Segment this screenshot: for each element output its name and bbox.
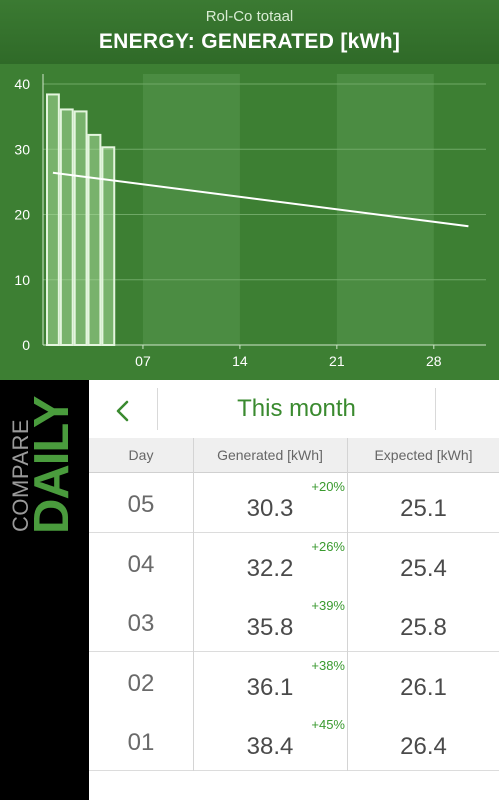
expected-line (52, 171, 469, 228)
row-expected: 25.8 (400, 614, 447, 641)
table-row[interactable]: 03 35.8 +39% 25.8 (89, 592, 499, 652)
row-expected: 26.1 (400, 674, 447, 701)
row-generated: 36.1 (246, 674, 294, 701)
period-nav: This month (89, 380, 499, 439)
row-delta: +45% (311, 717, 345, 732)
compare-daily-label: COMPARE DAILY (0, 380, 89, 800)
daily-label: DAILY (25, 396, 79, 534)
row-day: 04 (127, 551, 155, 578)
table-row[interactable]: 01 38.4 +45% 26.4 (89, 711, 499, 771)
row-day: 02 (127, 670, 155, 697)
row-expected: 25.4 (400, 555, 447, 582)
column-divider (347, 438, 348, 771)
header-generated: Generated [kWh] (217, 447, 323, 463)
daily-table-panel: This month Day Generated [kWh] Expected … (89, 380, 499, 800)
back-button[interactable] (89, 380, 157, 438)
table-row[interactable]: 02 36.1 +38% 26.1 (89, 652, 499, 712)
row-delta: +38% (311, 658, 345, 673)
table-row[interactable]: 04 32.2 +26% 25.4 (89, 533, 499, 593)
row-day: 01 (127, 729, 155, 756)
y-tick-label: 40 (14, 76, 30, 92)
row-expected: 25.1 (400, 495, 447, 522)
x-tick-label: 14 (232, 353, 248, 369)
page-title: ENERGY: GENERATED [kWh] (98, 30, 401, 53)
bar (101, 146, 116, 347)
row-delta: +26% (311, 539, 345, 554)
nav-divider (435, 388, 436, 430)
row-day: 05 (127, 491, 155, 518)
week-band (336, 74, 434, 345)
row-day: 03 (127, 610, 155, 637)
x-tick-label: 21 (329, 353, 345, 369)
row-generated: 38.4 (246, 733, 294, 760)
column-divider (193, 438, 194, 771)
table-row[interactable]: 05 30.3 +20% 25.1 (89, 473, 499, 533)
nav-divider (157, 388, 158, 430)
chevron-left-icon (116, 400, 129, 422)
row-delta: +39% (311, 598, 345, 613)
row-generated: 32.2 (246, 555, 294, 582)
bar (46, 93, 60, 346)
header-expected: Expected [kWh] (374, 447, 473, 463)
row-generated: 30.3 (246, 495, 294, 522)
row-delta: +20% (311, 479, 345, 494)
week-band (142, 74, 240, 345)
row-expected: 26.4 (400, 733, 447, 760)
y-tick-label: 10 (14, 272, 30, 288)
x-tick-label: 07 (135, 353, 151, 369)
bar (59, 108, 74, 347)
energy-chart: 0 10 20 30 40 07 14 21 28 (0, 64, 499, 380)
site-name: Rol-Co totaal (205, 8, 294, 25)
bar (87, 133, 102, 346)
table-header: Day Generated [kWh] Expected [kWh] (89, 438, 499, 473)
chart-svg: 0 10 20 30 40 07 14 21 28 (14, 74, 486, 369)
x-tick-label: 28 (426, 353, 442, 369)
y-tick-label: 20 (14, 207, 30, 223)
header: Rol-Co totaal ENERGY: GENERATED [kWh] (0, 0, 499, 64)
y-tick-label: 30 (14, 141, 30, 157)
bar (73, 110, 88, 346)
row-generated: 35.8 (246, 614, 294, 641)
header-day: Day (128, 447, 154, 463)
y-tick-label: 0 (22, 337, 30, 353)
period-title[interactable]: This month (237, 395, 356, 422)
